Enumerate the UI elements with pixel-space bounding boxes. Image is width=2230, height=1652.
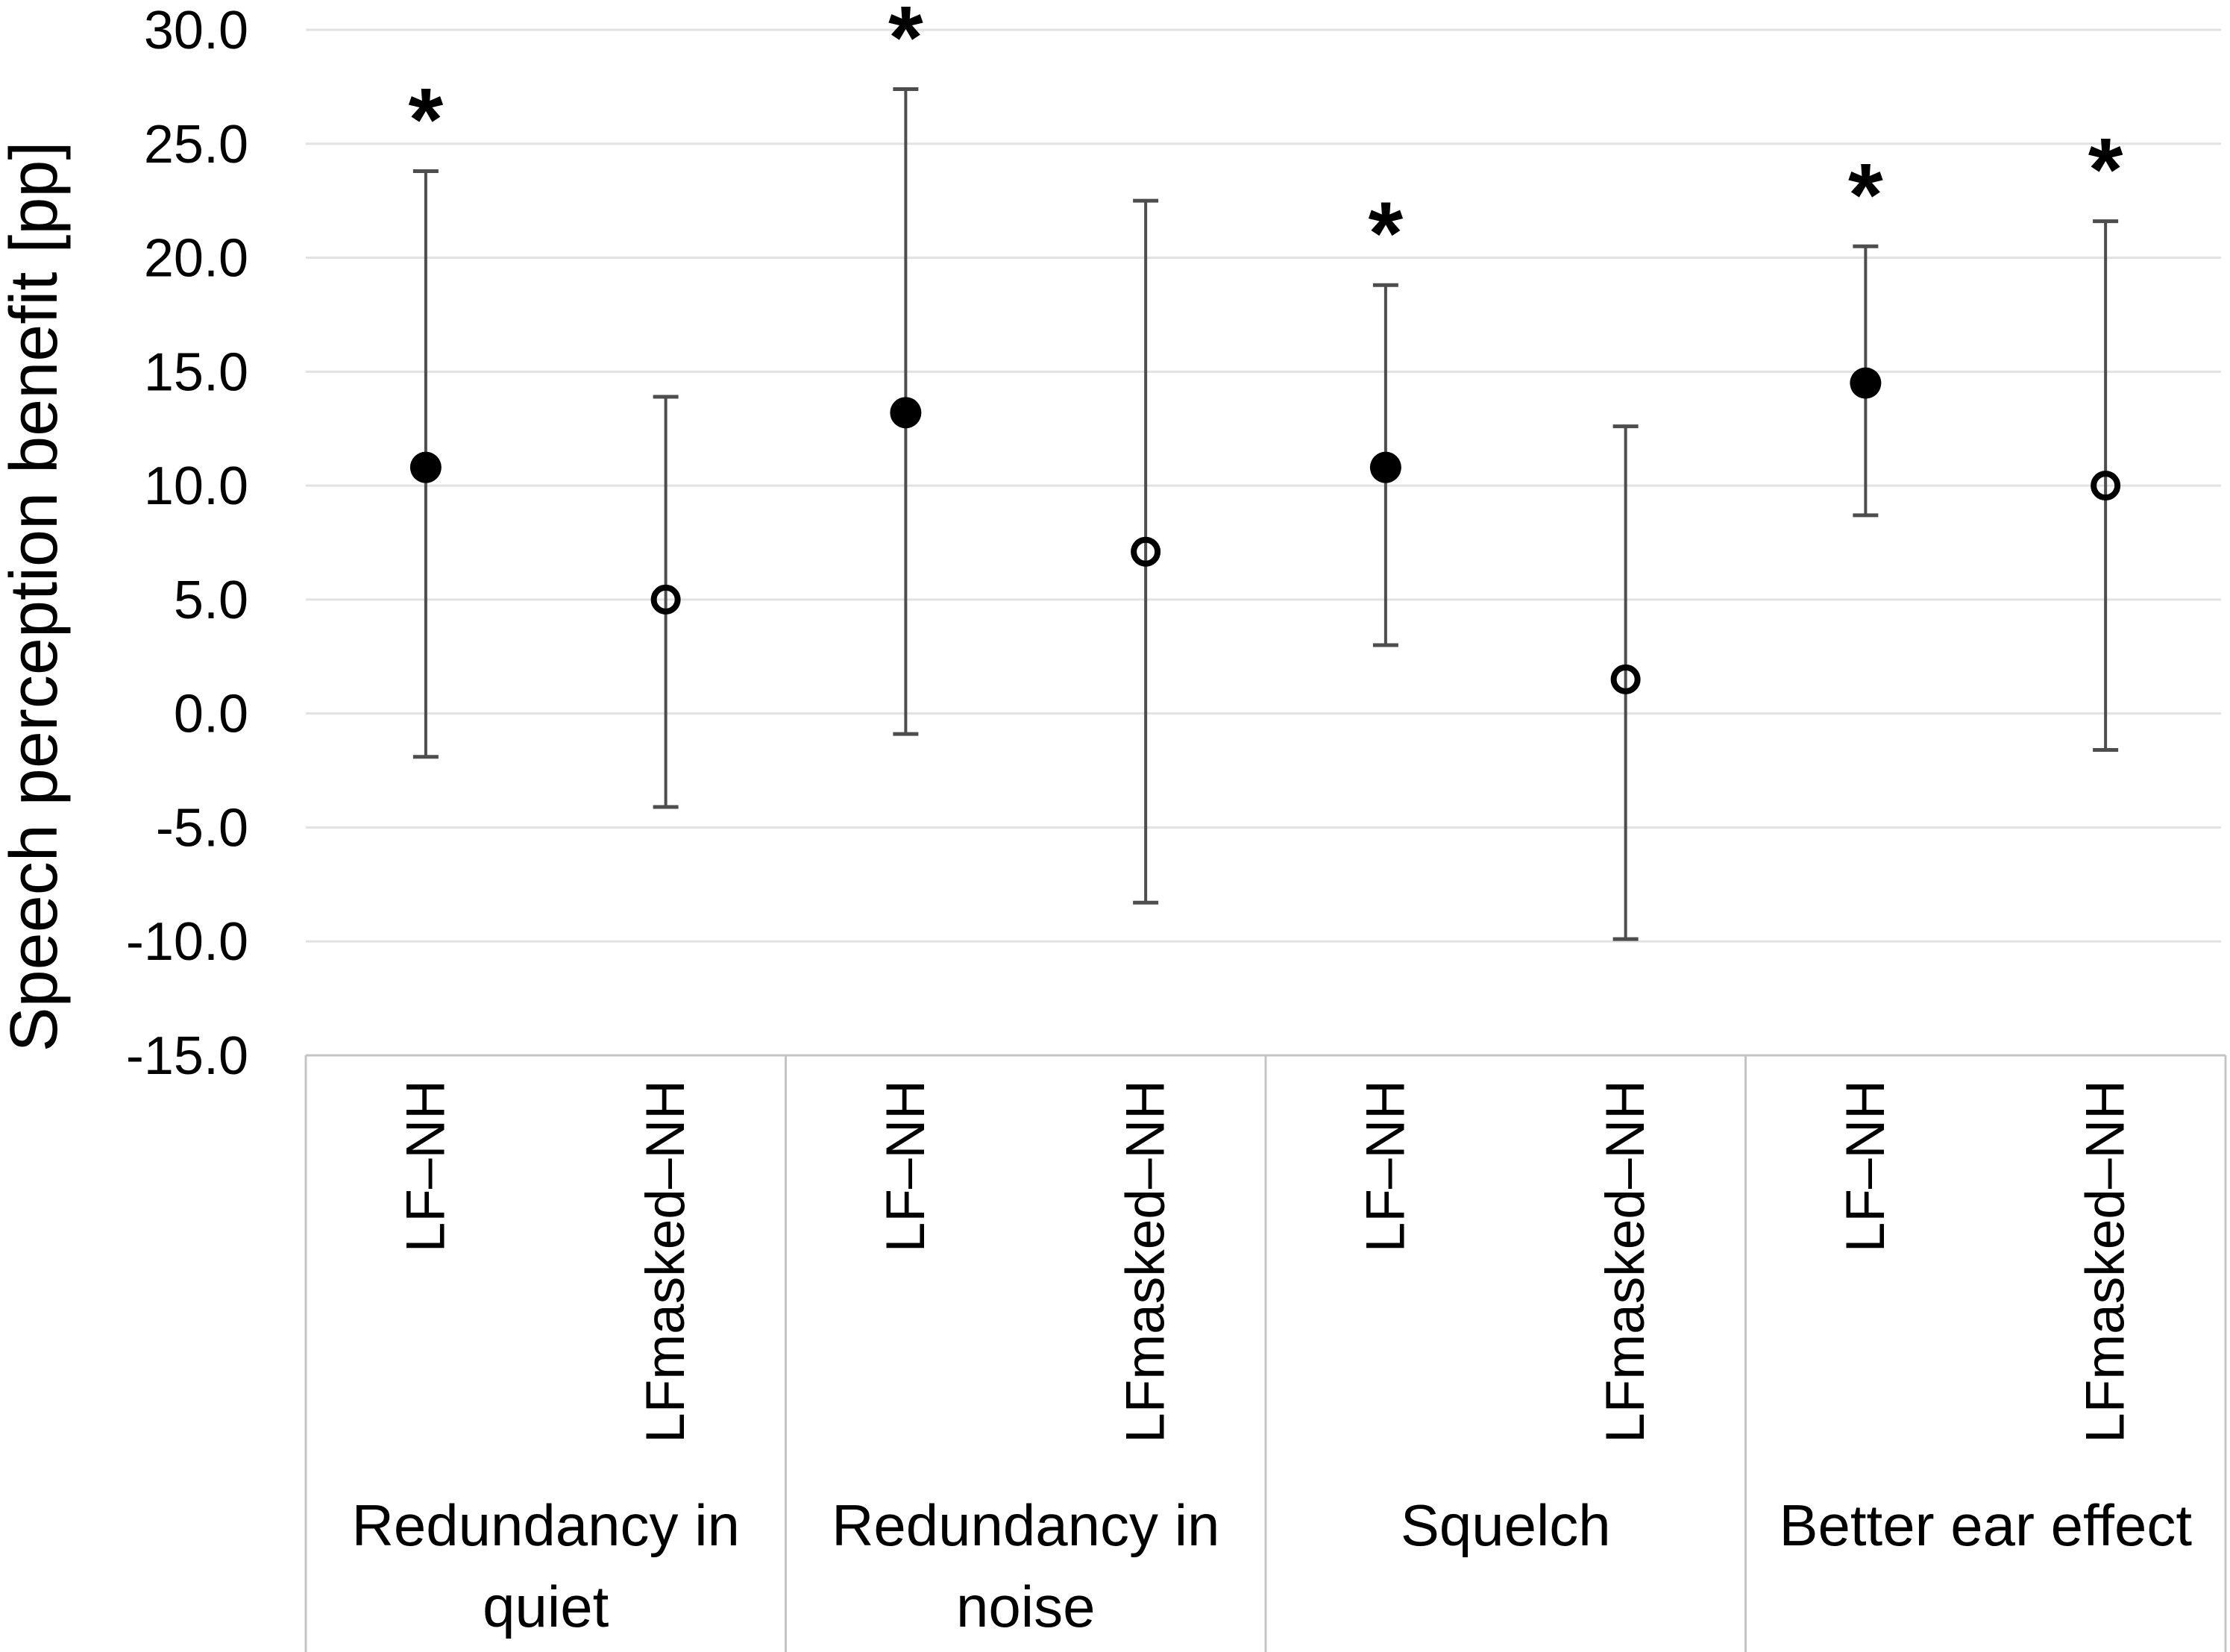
y-tick-label: -5.0: [156, 798, 248, 858]
y-tick-label: 5.0: [174, 571, 248, 630]
y-tick-label: 0.0: [174, 685, 248, 744]
y-tick-label: -10.0: [126, 912, 248, 972]
data-series: * * * * *: [409, 0, 2123, 941]
mean-marker-open: [2091, 471, 2121, 501]
condition-label: LFmasked–NH: [635, 1080, 696, 1443]
category-label: quiet: [483, 1574, 609, 1639]
y-tick-label: 25.0: [144, 115, 248, 175]
mean-marker-open: [650, 584, 681, 615]
category-table-borders: [304, 1054, 2227, 1652]
y-tick-label: 30.0: [144, 1, 248, 60]
condition-label: LF–NH: [876, 1080, 936, 1252]
significance-asterisk: *: [409, 69, 444, 169]
significance-asterisk: *: [1369, 183, 1404, 283]
y-tick-label: 10.0: [144, 456, 248, 516]
gridlines: [306, 28, 2221, 943]
mean-marker-open: [1610, 664, 1641, 694]
condition-label: LF–NH: [1355, 1080, 1416, 1252]
category-label: Redundancy in: [352, 1492, 740, 1558]
mean-marker-open: [1131, 536, 1161, 567]
condition-label: LF–NH: [1835, 1080, 1896, 1252]
category-label: noise: [956, 1574, 1095, 1639]
condition-label: LFmasked–NH: [2076, 1080, 2136, 1443]
significance-asterisk: *: [888, 0, 923, 87]
mean-marker-filled: [1369, 451, 1401, 483]
category-labels: Redundancy in quiet Redundancy in noise Sque…: [352, 1492, 2193, 1639]
condition-label: LFmasked–NH: [1116, 1080, 1176, 1443]
y-tick-label: -15.0: [126, 1026, 248, 1086]
y-tick-label: 20.0: [144, 229, 248, 289]
category-label: Redundancy in: [832, 1492, 1219, 1558]
category-label: Better ear effect: [1779, 1492, 2192, 1558]
significance-asterisk: *: [2088, 120, 2123, 220]
y-axis-tick-labels: 30.0 25.0 20.0 15.0 10.0 5.0 0.0 -5.0 -10.0 -15.0: [126, 1, 248, 1086]
condition-label: LFmasked–NH: [1595, 1080, 1656, 1443]
y-tick-label: 15.0: [144, 342, 248, 402]
mean-marker-filled: [1850, 367, 1882, 399]
condition-labels: LF–NH LFmasked–NH LF–NH LFmasked–NH LF–NH LFm…: [395, 1080, 2135, 1443]
y-axis-title: Speech perception benefit [pp]: [0, 142, 72, 1052]
mean-marker-filled: [409, 451, 442, 483]
condition-label: LF–NH: [395, 1080, 456, 1252]
mean-marker-filled: [890, 397, 922, 429]
category-label: Squelch: [1401, 1492, 1611, 1558]
significance-asterisk: *: [1848, 145, 1883, 245]
